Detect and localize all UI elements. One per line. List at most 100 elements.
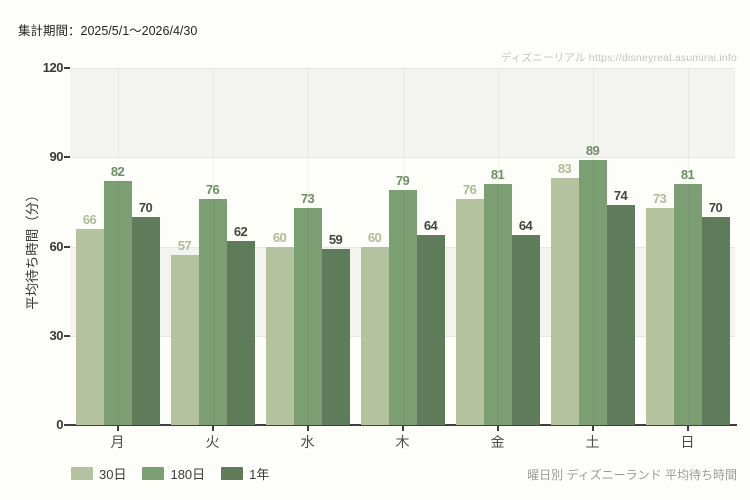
v-gridline-木 <box>402 68 404 425</box>
bar-value-label-30日-土: 83 <box>557 161 572 177</box>
bar-30日-日 <box>645 207 674 425</box>
bar-value-label-1年-日: 70 <box>708 199 723 215</box>
x-tick-mark-日 <box>686 426 689 431</box>
background-band-90-120 <box>70 68 735 158</box>
x-tick-label-木: 木 <box>395 434 410 450</box>
x-tick-label-月: 月 <box>110 434 125 450</box>
legend-label-180日: 180日 <box>170 467 206 482</box>
y-tick-mark-120 <box>64 67 70 69</box>
x-tick-mark-水 <box>306 426 309 431</box>
v-gridline-金 <box>497 68 499 425</box>
bar-value-label-180日-火: 76 <box>205 181 220 197</box>
y-tick-mark-60 <box>64 245 70 248</box>
y-tick-label-60: 60 <box>49 238 64 254</box>
bar-group-日: 73 81 70 <box>640 68 735 425</box>
chart-legend: 30日 180日 1年 <box>71 464 269 483</box>
x-tick-mark-月 <box>116 426 119 431</box>
legend-item-1年[interactable]: 1年 <box>221 464 269 483</box>
bar-group-土: 83 89 74 <box>545 68 640 425</box>
bar-value-label-180日-月: 82 <box>110 164 125 180</box>
bar-180日-日 <box>673 184 702 425</box>
x-tick-mark-土 <box>591 426 594 431</box>
x-axis-line <box>66 424 737 426</box>
bar-value-label-1年-月: 70 <box>138 199 153 215</box>
y-tick-label-0: 0 <box>56 417 63 432</box>
bar-1年-金 <box>511 234 540 425</box>
legend-swatch-30日 <box>71 467 93 480</box>
bar-30日-木 <box>360 246 389 425</box>
y-tick-label-90: 90 <box>49 149 64 165</box>
legend-label-30日: 30日 <box>99 467 127 482</box>
x-tick-label-火: 火 <box>205 434 220 450</box>
x-tick-label-金: 金 <box>490 434 505 450</box>
bar-value-label-30日-金: 76 <box>462 181 477 197</box>
bar-30日-水 <box>265 246 294 425</box>
bar-180日-木 <box>388 189 417 425</box>
bar-1年-木 <box>416 234 445 425</box>
y-tick-label-30: 30 <box>49 327 64 343</box>
y-tick-mark-30 <box>64 334 70 337</box>
legend-item-30日[interactable]: 30日 <box>71 464 126 483</box>
bar-30日-月 <box>75 228 104 425</box>
x-tick-mark-金 <box>496 426 499 431</box>
v-gridline-火 <box>212 68 214 425</box>
y-tick-mark-90 <box>64 156 70 159</box>
bar-value-label-1年-水: 59 <box>328 232 343 248</box>
v-gridline-日 <box>687 68 689 425</box>
site-name-text: ディズニーリアル <box>500 52 586 64</box>
bar-value-label-180日-日: 81 <box>680 167 695 183</box>
bar-group-金: 76 81 64 <box>450 68 545 425</box>
bar-value-label-180日-水: 73 <box>300 190 315 206</box>
bar-30日-火 <box>170 255 199 425</box>
bar-value-label-1年-火: 62 <box>233 223 248 239</box>
bar-1年-土 <box>606 204 635 425</box>
bar-value-label-180日-金: 81 <box>490 167 505 183</box>
bar-value-label-30日-火: 57 <box>177 238 192 254</box>
v-gridline-月 <box>117 68 119 425</box>
bar-value-label-1年-土: 74 <box>613 187 628 203</box>
bar-value-label-1年-木: 64 <box>423 217 438 233</box>
x-tick-label-土: 土 <box>585 434 600 450</box>
bar-group-水: 60 73 59 <box>260 68 355 425</box>
bar-value-label-30日-日: 73 <box>652 190 667 206</box>
bar-group-月: 66 82 70 <box>70 68 165 425</box>
legend-item-180日[interactable]: 180日 <box>142 464 205 483</box>
chart-caption: 曜日別 ディズニーランド 平均待ち時間 <box>527 468 737 482</box>
bar-180日-火 <box>198 198 227 425</box>
bar-value-label-180日-木: 79 <box>395 172 410 188</box>
bar-value-label-1年-金: 64 <box>518 217 533 233</box>
plot-area: 66 82 70 57 76 62 60 73 59 60 79 64 76 81 64 83 89 74 73 81… <box>70 68 735 425</box>
legend-swatch-180日 <box>142 467 165 480</box>
bar-group-木: 60 79 64 <box>355 68 450 425</box>
bar-value-label-30日-木: 60 <box>367 229 382 245</box>
bar-30日-土 <box>550 178 579 425</box>
bar-value-label-30日-水: 60 <box>272 229 287 245</box>
bar-1年-月 <box>131 216 160 425</box>
bar-30日-金 <box>455 198 484 425</box>
legend-swatch-1年 <box>221 467 244 480</box>
site-watermark: ディズニーリアル https://disneyreal.asumirai.inf… <box>501 50 737 65</box>
bar-180日-水 <box>293 207 322 425</box>
bar-group-火: 57 76 62 <box>165 68 260 425</box>
bar-1年-火 <box>226 240 255 425</box>
v-gridline-土 <box>592 68 594 425</box>
y-tick-label-120: 120 <box>42 60 64 75</box>
v-gridline-水 <box>307 68 309 425</box>
bar-180日-月 <box>103 181 132 425</box>
x-tick-mark-木 <box>401 426 404 431</box>
x-tick-label-日: 日 <box>680 434 695 450</box>
bar-value-label-30日-月: 66 <box>82 211 97 227</box>
site-url-link[interactable]: https://disneyreal.asumirai.info <box>588 52 737 64</box>
x-tick-mark-火 <box>211 426 214 431</box>
h-gridline-120 <box>70 68 735 69</box>
bar-180日-土 <box>578 160 607 425</box>
bar-value-label-180日-土: 89 <box>585 143 600 159</box>
aggregation-period-label: 集計期間：2025/5/1～2026/4/30 <box>18 24 198 38</box>
bar-1年-日 <box>701 216 730 425</box>
bar-1年-水 <box>321 249 350 425</box>
legend-label-1年: 1年 <box>249 467 270 482</box>
x-tick-label-水: 水 <box>300 434 315 450</box>
bar-180日-金 <box>483 184 512 425</box>
h-gridline-90 <box>70 157 735 159</box>
